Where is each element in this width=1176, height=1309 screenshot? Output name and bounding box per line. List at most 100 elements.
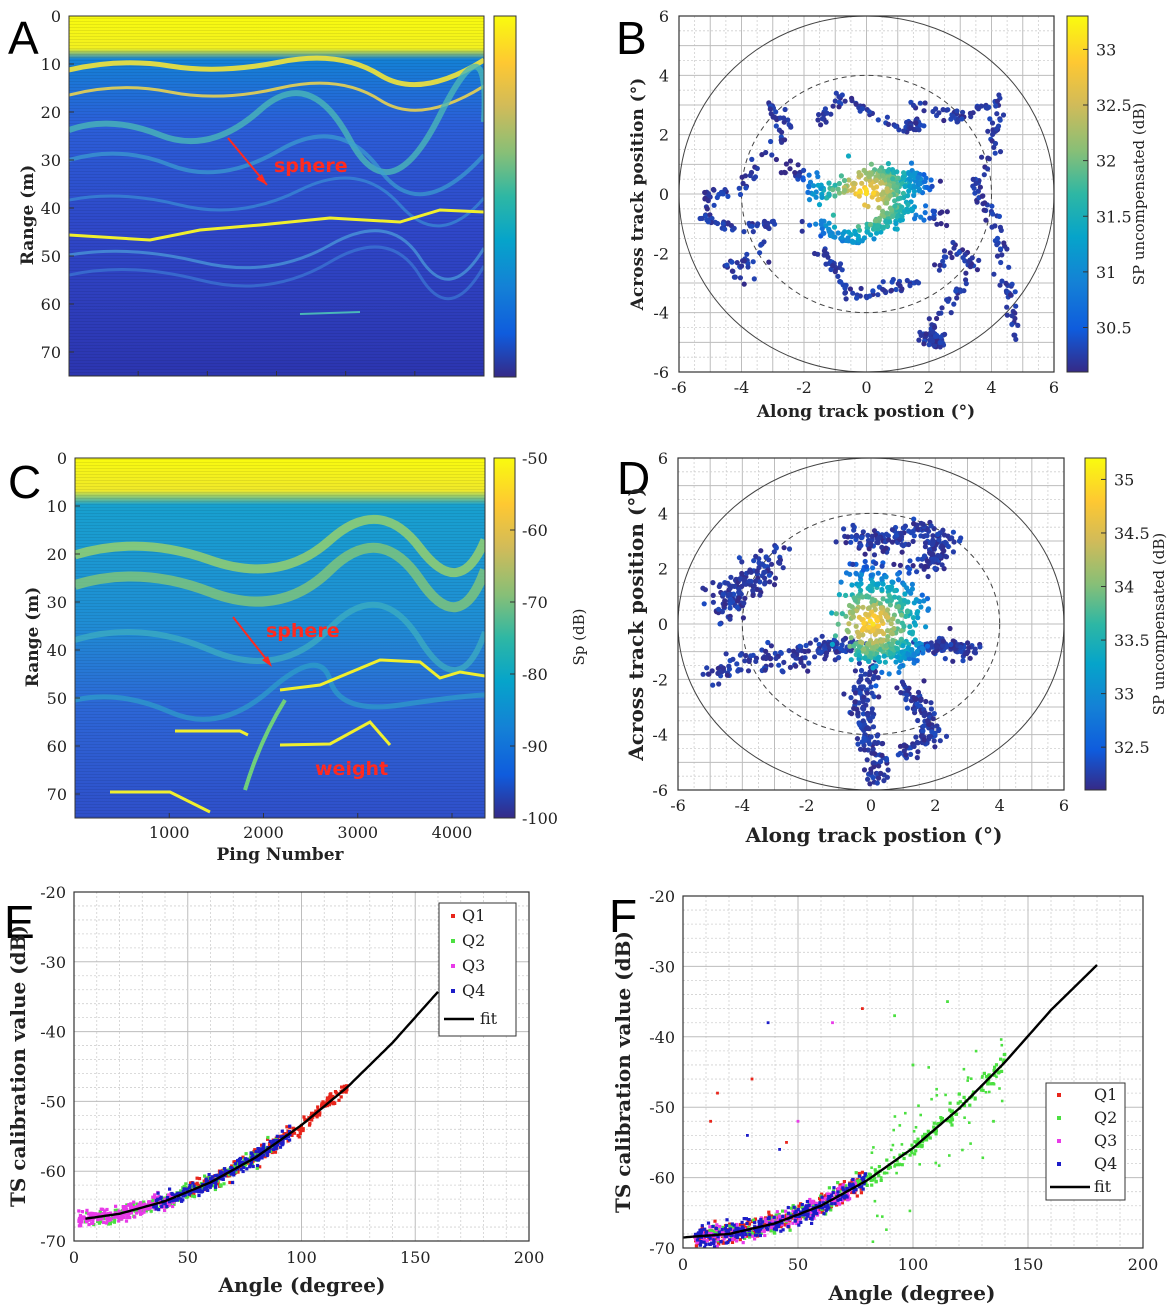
q4-point bbox=[268, 1139, 272, 1143]
data-point bbox=[875, 570, 881, 576]
data-point bbox=[997, 149, 1004, 155]
q1-point bbox=[314, 1109, 318, 1113]
q4-point bbox=[836, 1190, 840, 1194]
data-point bbox=[849, 534, 855, 540]
x-tick-label: 0 bbox=[866, 796, 876, 815]
q2-point bbox=[103, 1216, 107, 1220]
q4-point bbox=[796, 1207, 800, 1212]
data-point bbox=[842, 285, 848, 291]
q1-point bbox=[344, 1090, 348, 1094]
q2-point bbox=[786, 1213, 790, 1217]
q4-point bbox=[776, 1224, 781, 1229]
data-point bbox=[860, 684, 867, 690]
q4-point bbox=[810, 1217, 814, 1221]
q3-point bbox=[82, 1216, 86, 1220]
q2-point bbox=[1000, 1069, 1004, 1073]
q2-point bbox=[914, 1149, 918, 1153]
q1-point bbox=[818, 1196, 822, 1201]
data-point bbox=[741, 600, 747, 606]
q3-point bbox=[777, 1214, 782, 1219]
data-point bbox=[835, 186, 841, 192]
panel-a-x-ticks bbox=[137, 371, 416, 376]
data-point bbox=[816, 641, 822, 648]
q2-point bbox=[939, 1116, 943, 1120]
data-point bbox=[881, 653, 887, 659]
q4-point bbox=[841, 1188, 846, 1192]
q4-point bbox=[700, 1224, 704, 1228]
panel-f-fit-line bbox=[683, 964, 1098, 1239]
q2-point bbox=[971, 1090, 976, 1094]
q2-point bbox=[896, 1163, 901, 1167]
data-point bbox=[792, 170, 798, 176]
panel-e-legend-q3: Q3 bbox=[462, 956, 485, 975]
q2-point bbox=[184, 1195, 189, 1199]
data-point bbox=[870, 665, 876, 671]
q2-point bbox=[192, 1195, 197, 1199]
data-point bbox=[831, 224, 838, 230]
data-point bbox=[709, 215, 715, 222]
q3-point bbox=[129, 1211, 134, 1215]
data-point bbox=[879, 586, 885, 593]
data-point bbox=[905, 687, 911, 693]
panel-c-echo-layers bbox=[75, 458, 485, 818]
q2-point bbox=[844, 1184, 848, 1188]
data-point bbox=[897, 217, 903, 223]
q4-point bbox=[757, 1222, 761, 1226]
data-point bbox=[722, 601, 728, 607]
q4-point bbox=[256, 1147, 260, 1151]
data-point bbox=[863, 170, 869, 176]
data-point bbox=[768, 662, 774, 668]
q2-point bbox=[937, 1164, 941, 1167]
q2-point bbox=[987, 1073, 991, 1077]
q3-point bbox=[735, 1239, 739, 1243]
data-point bbox=[753, 658, 759, 665]
q2-point bbox=[184, 1182, 188, 1186]
data-point bbox=[913, 734, 919, 740]
data-point bbox=[710, 599, 717, 605]
q1-point bbox=[738, 1238, 742, 1242]
data-point bbox=[898, 690, 904, 696]
data-point bbox=[807, 179, 814, 185]
data-point bbox=[822, 656, 828, 662]
q3-point bbox=[809, 1210, 813, 1214]
data-point bbox=[989, 120, 996, 126]
data-point bbox=[918, 122, 924, 128]
data-point bbox=[924, 596, 931, 602]
q4-point bbox=[804, 1217, 808, 1221]
data-point bbox=[948, 641, 954, 648]
data-point bbox=[879, 544, 885, 551]
data-point bbox=[991, 144, 997, 150]
q1-point bbox=[266, 1137, 270, 1141]
data-point bbox=[812, 250, 818, 257]
data-point bbox=[921, 217, 927, 223]
data-point bbox=[867, 587, 873, 593]
q4-point bbox=[712, 1245, 717, 1248]
data-point bbox=[879, 563, 885, 569]
q3-point bbox=[90, 1221, 94, 1225]
q3-point bbox=[705, 1239, 709, 1243]
q3-point bbox=[166, 1201, 170, 1205]
q2-point bbox=[142, 1200, 146, 1204]
q4-point bbox=[747, 1218, 751, 1222]
y-tick-label: 30 bbox=[41, 151, 61, 170]
data-point bbox=[728, 574, 734, 580]
q2-point bbox=[892, 1128, 895, 1132]
q3-point bbox=[708, 1225, 712, 1229]
data-point bbox=[861, 646, 867, 652]
q1-point bbox=[767, 1210, 771, 1214]
data-point bbox=[965, 648, 971, 655]
q4-point bbox=[200, 1190, 204, 1194]
q4-point bbox=[206, 1188, 210, 1192]
data-point bbox=[884, 200, 890, 206]
data-point bbox=[842, 290, 848, 296]
q4-point bbox=[780, 1221, 784, 1225]
q1-point bbox=[694, 1244, 698, 1248]
data-point bbox=[985, 155, 991, 161]
data-point bbox=[860, 698, 866, 705]
data-point bbox=[904, 585, 910, 591]
q3-point bbox=[710, 1232, 714, 1236]
q3-point bbox=[79, 1224, 83, 1228]
data-point bbox=[856, 660, 863, 667]
data-point bbox=[868, 161, 875, 167]
